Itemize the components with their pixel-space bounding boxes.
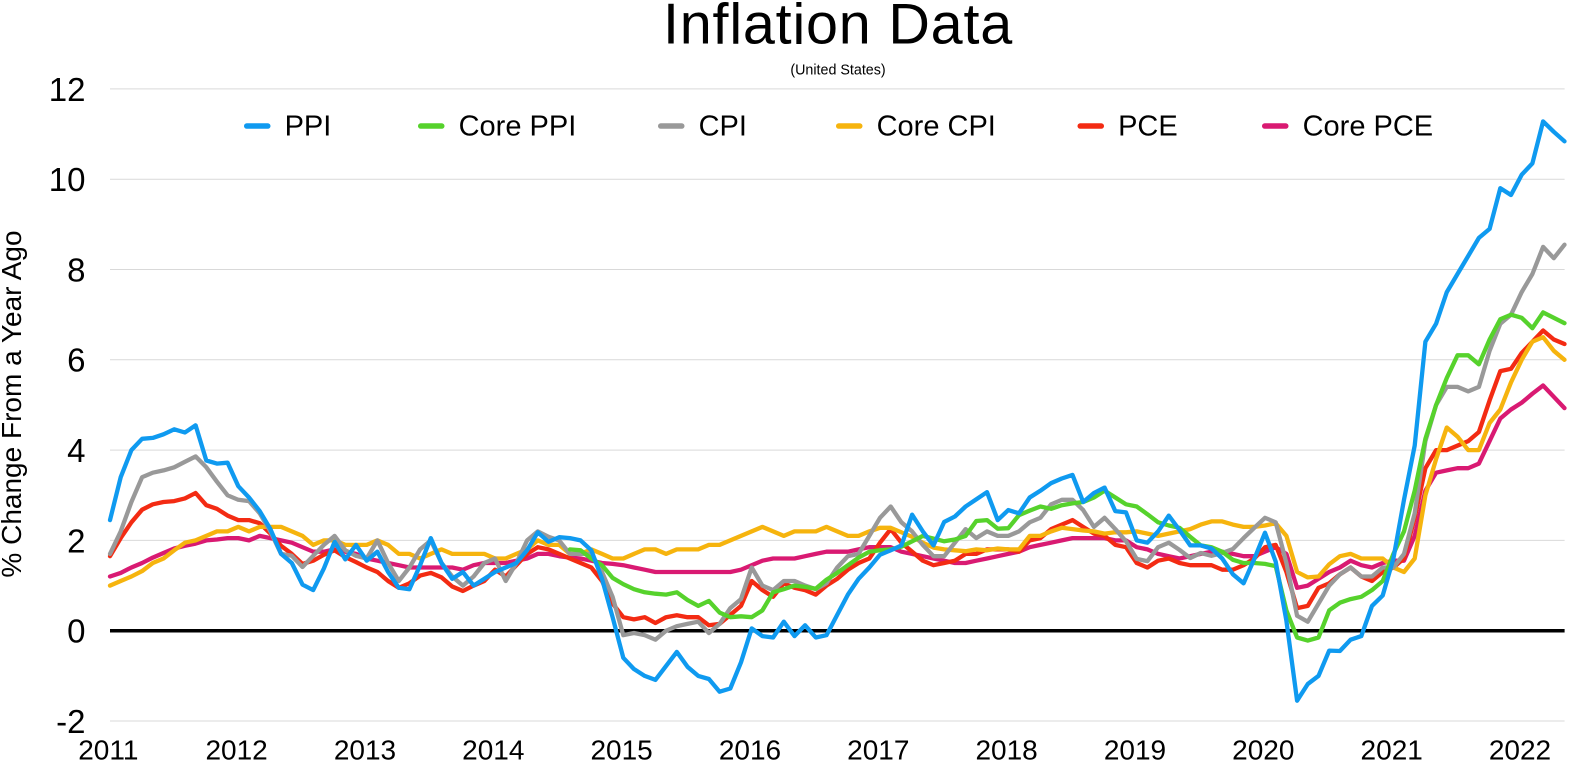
svg-text:2011: 2011: [78, 735, 138, 765]
svg-text:-2: -2: [56, 703, 85, 740]
svg-text:% Change From a Year Ago: % Change From a Year Ago: [0, 230, 27, 577]
svg-text:PCE: PCE: [1118, 110, 1178, 142]
svg-text:Inflation Data: Inflation Data: [663, 0, 1013, 57]
svg-text:2013: 2013: [334, 735, 396, 765]
svg-text:2014: 2014: [462, 735, 524, 765]
svg-text:PPI: PPI: [285, 110, 332, 142]
svg-text:0: 0: [67, 613, 85, 650]
svg-text:Core PPI: Core PPI: [459, 110, 577, 142]
svg-text:Core PCE: Core PCE: [1303, 110, 1434, 142]
svg-text:CPI: CPI: [699, 110, 747, 142]
svg-text:2021: 2021: [1361, 735, 1423, 765]
svg-text:2017: 2017: [847, 735, 909, 765]
svg-text:4: 4: [67, 432, 85, 469]
svg-text:12: 12: [49, 71, 86, 108]
svg-text:2020: 2020: [1232, 735, 1294, 765]
svg-text:Core CPI: Core CPI: [877, 110, 996, 142]
svg-text:2: 2: [67, 522, 85, 559]
svg-text:2018: 2018: [975, 735, 1037, 765]
svg-text:(United States): (United States): [790, 63, 885, 79]
svg-text:8: 8: [67, 251, 85, 288]
svg-text:2015: 2015: [590, 735, 652, 765]
svg-text:2019: 2019: [1104, 735, 1166, 765]
svg-text:2016: 2016: [719, 735, 781, 765]
svg-text:2012: 2012: [205, 735, 267, 765]
svg-text:10: 10: [49, 161, 86, 198]
svg-text:2022: 2022: [1489, 735, 1551, 765]
svg-text:6: 6: [67, 342, 85, 379]
